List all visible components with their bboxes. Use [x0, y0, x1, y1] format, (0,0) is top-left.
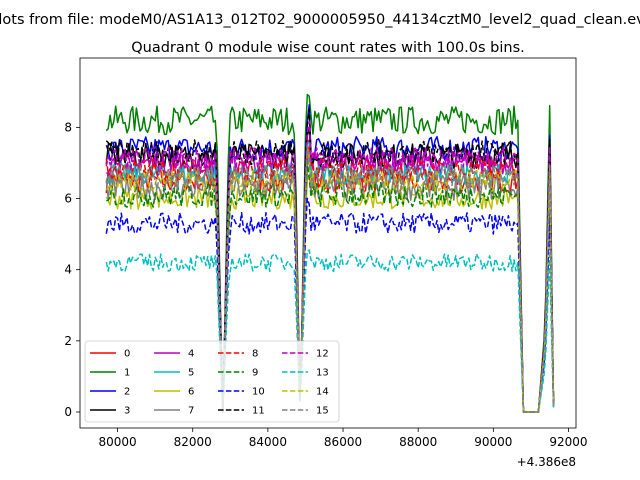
x-tick-label: 82000 [174, 435, 212, 449]
legend-label-8: 8 [252, 349, 258, 360]
legend-label-9: 9 [252, 368, 258, 379]
series-layer [105, 93, 555, 413]
legend-label-13: 13 [316, 368, 329, 379]
legend-label-10: 10 [252, 387, 265, 398]
x-offset-label: +4.386e8 [517, 455, 576, 469]
legend-label-5: 5 [188, 368, 194, 379]
legend-label-7: 7 [188, 406, 194, 417]
legend-label-12: 12 [316, 349, 329, 360]
series-line-9 [106, 160, 555, 413]
series-line-12 [105, 120, 555, 413]
legend-label-14: 14 [316, 387, 329, 398]
x-axis: 80000 82000 84000 86000 88000 90000 92000 [98, 428, 588, 449]
legend-frame [84, 340, 340, 423]
series-line-13 [105, 249, 555, 413]
x-tick-label: 92000 [549, 435, 587, 449]
y-tick-label: 8 [64, 120, 72, 134]
legend-label-3: 3 [124, 406, 130, 417]
x-tick-label: 88000 [399, 435, 437, 449]
series-line-8 [105, 145, 555, 413]
y-tick-label: 6 [64, 192, 72, 206]
x-tick-label: 84000 [249, 435, 287, 449]
chart-title: Quadrant 0 module wise count rates with … [131, 40, 525, 56]
legend-label-1: 1 [124, 368, 130, 379]
series-line-10 [105, 197, 555, 413]
x-tick-label: 86000 [324, 435, 362, 449]
legend-label-4: 4 [188, 349, 194, 360]
x-tick-label: 80000 [98, 435, 136, 449]
legend-label-0: 0 [124, 349, 130, 360]
y-tick-label: 0 [64, 405, 72, 419]
y-tick-label: 2 [64, 334, 72, 348]
x-tick-label: 90000 [474, 435, 512, 449]
series-line-1 [105, 93, 555, 413]
series-line-14 [105, 147, 555, 413]
legend-label-6: 6 [188, 387, 194, 398]
legend-label-2: 2 [124, 387, 130, 398]
legend-label-11: 11 [252, 406, 265, 417]
y-axis: 0 2 4 6 8 [64, 120, 80, 419]
plot-frame [79, 57, 577, 429]
figure-suptitle: Plots from file: modeM0/AS1A13_012T02_90… [0, 12, 640, 28]
series-line-4 [106, 138, 555, 413]
series-line-15 [105, 144, 555, 413]
legend-label-15: 15 [316, 406, 329, 417]
y-tick-label: 4 [64, 263, 72, 277]
